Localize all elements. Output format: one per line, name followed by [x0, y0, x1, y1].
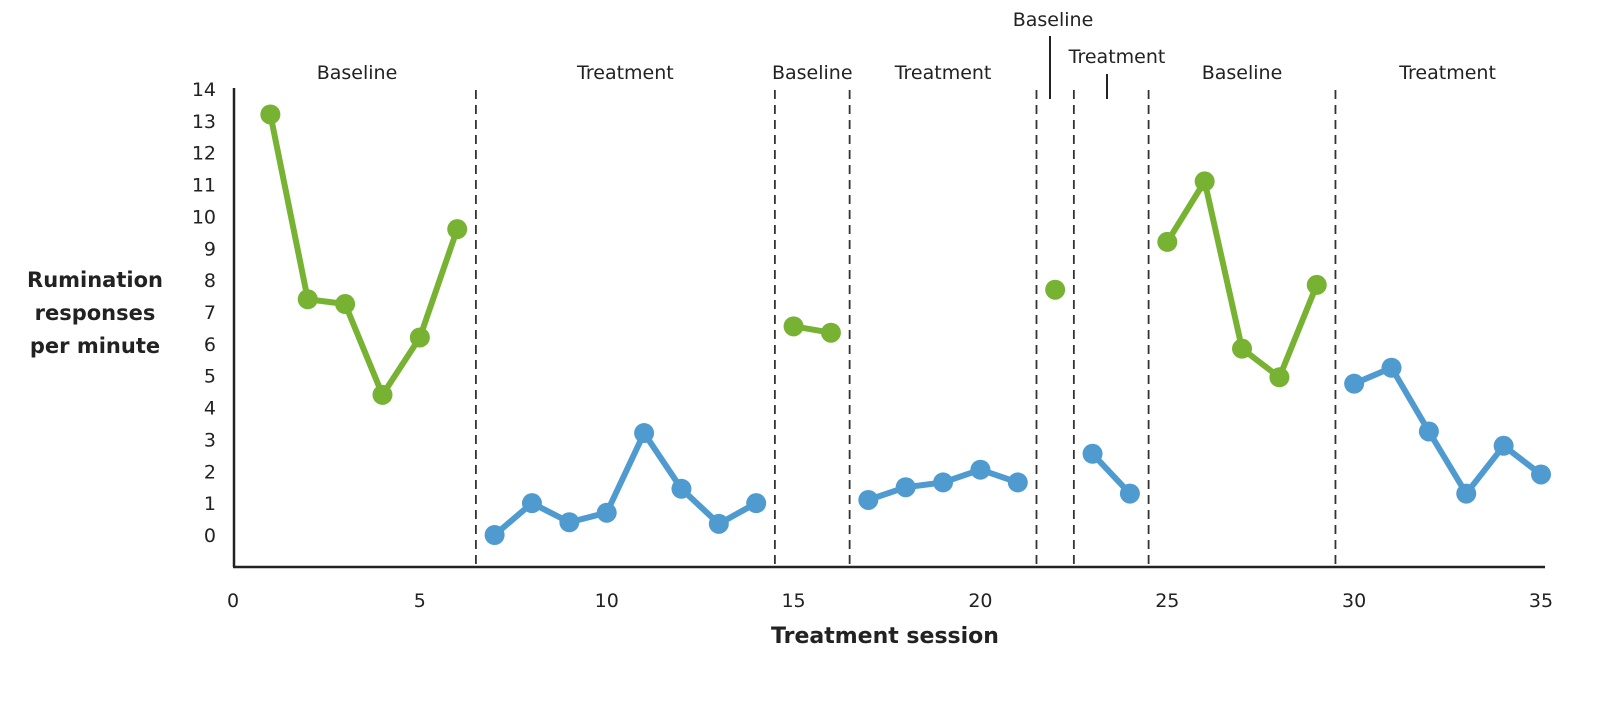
phase-label-treatment: Treatment: [576, 62, 674, 84]
x-tick-label: 35: [1529, 590, 1553, 612]
y-axis-label-line-1: Rumination: [27, 268, 163, 292]
treatment-point: [1531, 464, 1551, 485]
baseline-point: [1306, 274, 1327, 295]
treatment-series: [1344, 357, 1551, 504]
x-tick-label: 0: [227, 590, 239, 612]
treatment-series: [484, 423, 767, 545]
y-axis-label-line-2: responses: [35, 301, 156, 325]
baseline-series: [1045, 279, 1066, 300]
treatment-point: [521, 493, 542, 514]
y-tick-label: 11: [192, 175, 216, 197]
y-tick-label: 6: [204, 334, 216, 356]
y-tick-label: 2: [204, 461, 216, 483]
treatment-point: [970, 459, 991, 480]
baseline-point: [1157, 231, 1178, 252]
treatment-point: [559, 512, 580, 533]
y-axis-label-line-3: per minute: [30, 334, 160, 358]
treatment-point: [671, 478, 692, 499]
treatment-line: [1352, 364, 1543, 497]
phase-label-treatment: Treatment: [894, 62, 992, 84]
x-tick-label: 25: [1155, 590, 1179, 612]
y-tick-label: 10: [192, 206, 216, 228]
x-tick-label: 5: [414, 590, 426, 612]
treatment-point: [634, 423, 655, 444]
phase-label-baseline: Baseline: [772, 62, 853, 84]
treatment-point: [1418, 421, 1439, 442]
data-series: [260, 104, 1551, 545]
treatment-series: [1082, 443, 1140, 504]
phase-label-baseline: Baseline: [317, 62, 398, 84]
treatment-point: [596, 502, 617, 523]
treatment-point: [1007, 472, 1028, 493]
treatment-series: [858, 459, 1028, 510]
y-tick-label: 7: [204, 302, 216, 324]
x-tick-label: 15: [781, 590, 805, 612]
y-tick-label: 1: [204, 493, 216, 515]
treatment-point: [1493, 435, 1514, 456]
y-tick-label: 14: [192, 79, 216, 101]
phase-label-baseline: Baseline: [1013, 9, 1094, 31]
baseline-series: [783, 316, 841, 343]
treatment-point: [1082, 443, 1103, 464]
treatment-point: [746, 493, 767, 514]
baseline-point: [447, 219, 468, 240]
y-tick-label: 8: [204, 270, 216, 292]
baseline-line: [267, 113, 461, 398]
y-tick-label: 4: [204, 398, 216, 420]
treatment-point: [484, 525, 505, 545]
x-tick-label: 20: [968, 590, 992, 612]
treatment-point: [1456, 483, 1477, 504]
phase-label-baseline: Baseline: [1202, 62, 1283, 84]
baseline-series: [260, 104, 468, 405]
baseline-point: [1194, 171, 1215, 192]
baseline-point: [1269, 367, 1290, 388]
phase-label-treatment: Treatment: [1068, 46, 1166, 68]
y-tick-label: 9: [204, 238, 216, 260]
baseline-point: [409, 327, 430, 348]
y-tick-label: 3: [204, 429, 216, 451]
baseline-point: [783, 316, 804, 337]
phase-labels: Baseline Treatment Baseline Treatment Baseli…: [317, 9, 1496, 99]
treatment-point: [1119, 483, 1140, 504]
treatment-point: [858, 489, 879, 510]
baseline-series: [1157, 171, 1327, 388]
baseline-point: [820, 322, 841, 343]
x-tick-label: 10: [595, 590, 619, 612]
x-axis-label: Treatment session: [771, 624, 999, 649]
baseline-point: [260, 104, 281, 125]
phase-divider-lines: [475, 90, 1337, 567]
y-tick-label: 5: [204, 366, 216, 388]
y-tick-label: 13: [192, 111, 216, 133]
treatment-point: [1344, 373, 1365, 394]
phase-label-treatment: Treatment: [1398, 62, 1496, 84]
baseline-point: [1045, 279, 1066, 300]
baseline-point: [1232, 338, 1253, 359]
x-tick-label: 30: [1342, 590, 1366, 612]
baseline-point: [297, 289, 318, 310]
treatment-point: [933, 472, 954, 493]
baseline-point: [372, 384, 393, 405]
treatment-point: [708, 513, 729, 534]
treatment-point: [895, 477, 916, 498]
treatment-point: [1381, 357, 1402, 378]
baseline-point: [335, 294, 356, 315]
y-tick-label: 12: [192, 143, 216, 165]
y-tick-label: 0: [204, 525, 216, 547]
